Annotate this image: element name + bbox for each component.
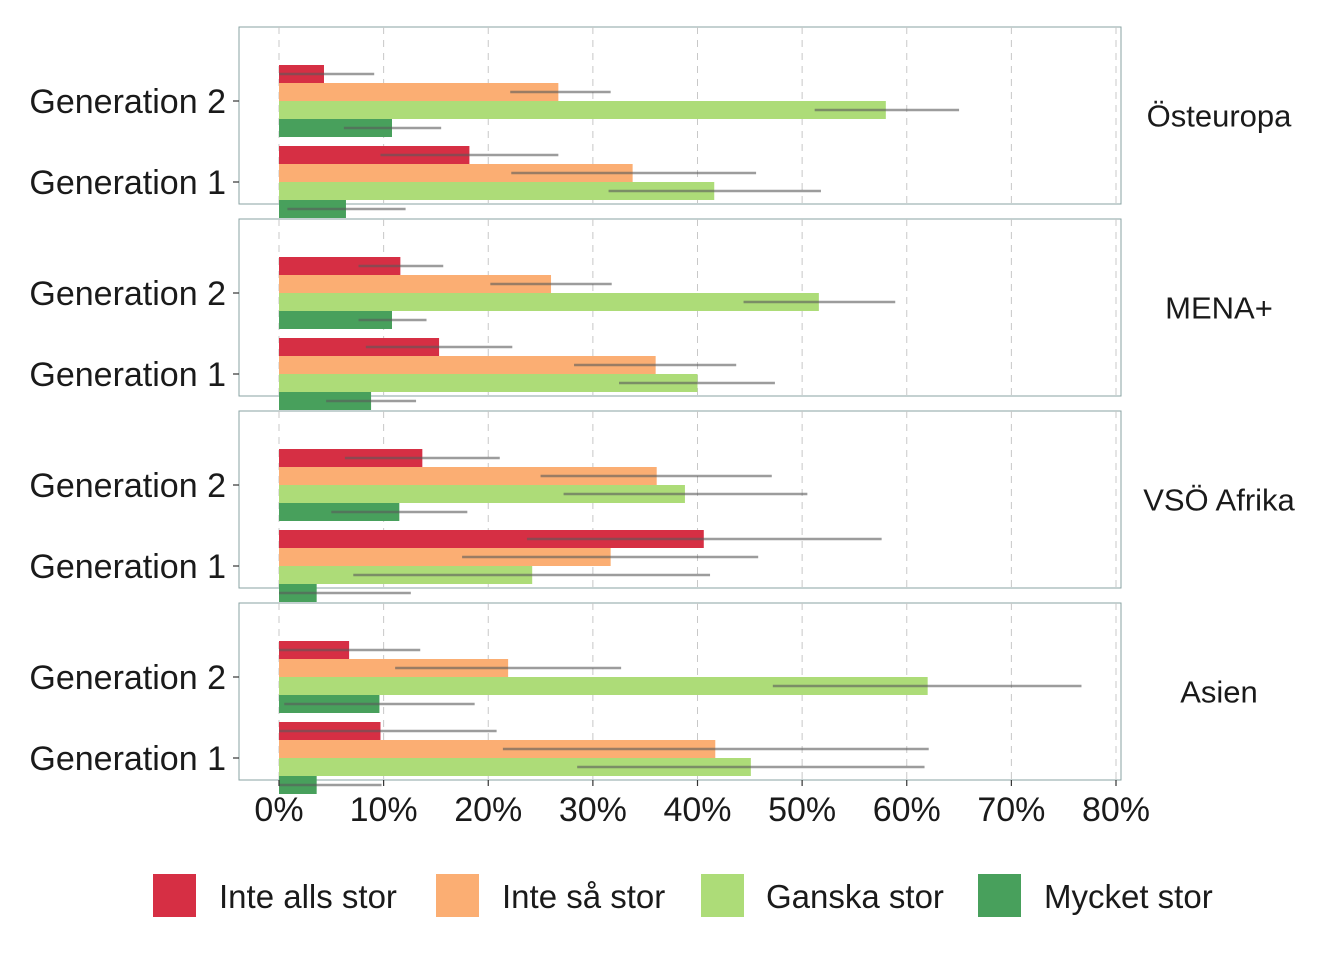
bar-inte-så-stor [279, 164, 633, 182]
x-tick-label: 10% [350, 791, 418, 829]
x-tick-label: 80% [1082, 791, 1150, 829]
x-axis: 0% 10% 20% 30% 40% 50% 60% 70% 80% [254, 780, 1150, 829]
bar-ganska-stor [279, 485, 685, 503]
y-tick-label: Generation 2 [29, 275, 226, 313]
legend-swatch [701, 874, 744, 917]
y-tick-label: Generation 1 [29, 740, 226, 778]
facet-panel: Generation 2 Generation 1 Östeuropa [29, 26, 1293, 218]
bar-inte-så-stor [279, 356, 656, 374]
y-tick-label: Generation 1 [29, 164, 226, 202]
legend: Inte alls stor Inte så stor Ganska stor Myc… [153, 874, 1213, 917]
bar-ganska-stor [279, 101, 886, 119]
facet-panel: Generation 2 Generation 1 MENA+ [29, 218, 1273, 410]
legend-label: Inte så stor [502, 878, 665, 915]
bar-mycket-stor [279, 311, 392, 329]
bar-mycket-stor [279, 392, 372, 410]
facet-label: VSÖ Afrika [1143, 483, 1295, 518]
legend-swatch [153, 874, 196, 917]
bar-inte-alls-stor [279, 338, 440, 356]
x-tick-label: 30% [559, 791, 627, 829]
y-tick-label: Generation 1 [29, 356, 226, 394]
bar-inte-alls-stor [279, 257, 401, 275]
x-tick-label: 60% [873, 791, 941, 829]
legend-swatch [978, 874, 1021, 917]
bar-ganska-stor [279, 182, 715, 200]
y-tick-label: Generation 2 [29, 467, 226, 505]
bar-ganska-stor [279, 677, 928, 695]
x-tick-label: 20% [454, 791, 522, 829]
facet-label: MENA+ [1165, 291, 1273, 326]
bar-inte-så-stor [279, 83, 559, 101]
legend-swatch [436, 874, 479, 917]
facet-panel: Generation 2 Generation 1 Asien [29, 602, 1258, 794]
y-tick-label: Generation 1 [29, 548, 226, 586]
bar-mycket-stor [279, 119, 392, 137]
legend-label: Ganska stor [766, 878, 944, 915]
bar-inte-alls-stor [279, 146, 470, 164]
facet-label: Östeuropa [1147, 99, 1293, 134]
legend-label: Mycket stor [1044, 878, 1213, 915]
facet-panel: Generation 2 Generation 1 VSÖ Afrika [29, 410, 1296, 602]
bar-inte-så-stor [279, 659, 509, 677]
facet-label: Asien [1180, 675, 1258, 710]
x-tick-label: 0% [254, 791, 303, 829]
x-tick-label: 70% [977, 791, 1045, 829]
bar-inte-så-stor [279, 467, 657, 485]
legend-label: Inte alls stor [219, 878, 397, 915]
bar-inte-alls-stor [279, 530, 704, 548]
y-tick-label: Generation 2 [29, 83, 226, 121]
bar-inte-så-stor [279, 548, 611, 566]
bar-ganska-stor [279, 293, 819, 311]
x-tick-label: 50% [768, 791, 836, 829]
y-tick-label: Generation 2 [29, 659, 226, 697]
bar-inte-så-stor [279, 740, 716, 758]
x-tick-label: 40% [663, 791, 731, 829]
bar-ganska-stor [279, 374, 698, 392]
bar-ganska-stor [279, 758, 751, 776]
bar-inte-så-stor [279, 275, 552, 293]
